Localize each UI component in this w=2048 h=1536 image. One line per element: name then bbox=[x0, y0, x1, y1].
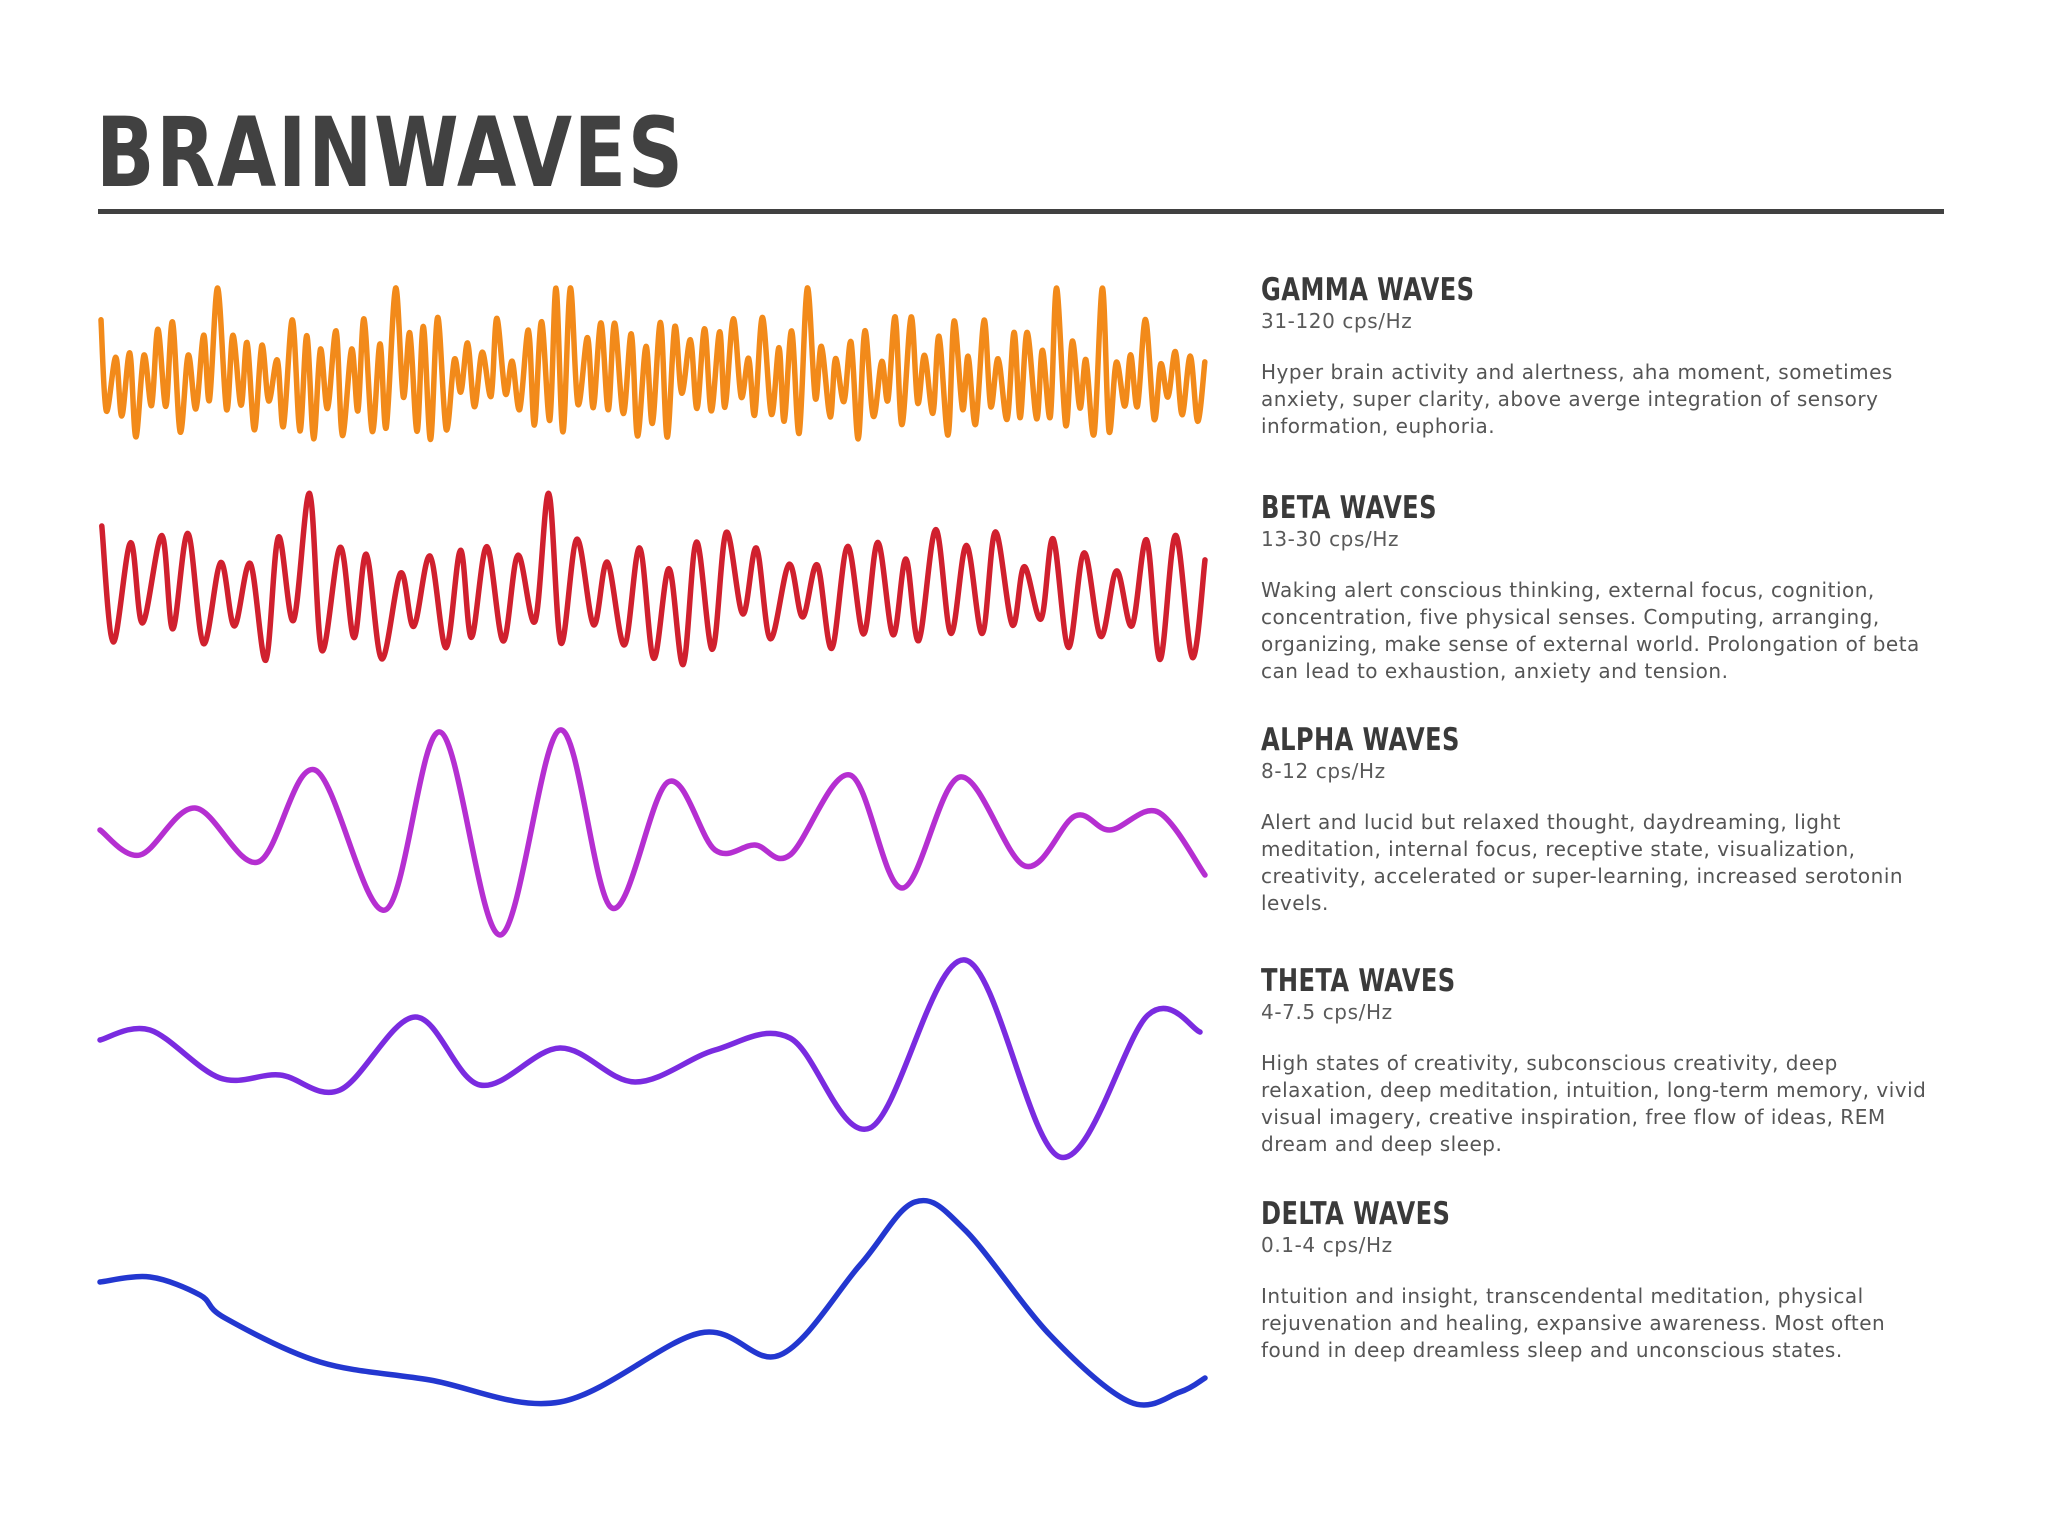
gamma-waves-heading: GAMMA WAVES bbox=[1261, 272, 1475, 308]
gamma-waves-info: GAMMA WAVES 31-120 cps/Hz Hyper brain ac… bbox=[1261, 272, 1951, 440]
title-divider bbox=[98, 209, 1944, 214]
beta-waves-description: Waking alert conscious thinking, externa… bbox=[1261, 578, 1920, 683]
theta-waves-info: THETA WAVES 4-7.5 cps/Hz High states of … bbox=[1261, 963, 1951, 1158]
delta-waves-frequency: 0.1-4 cps/Hz bbox=[1261, 1233, 1393, 1257]
beta-waves-info: BETA WAVES 13-30 cps/Hz Waking alert con… bbox=[1261, 490, 1951, 685]
gamma-waves-frequency: 31-120 cps/Hz bbox=[1261, 309, 1413, 333]
delta-waves-info: DELTA WAVES 0.1-4 cps/Hz Intuition and i… bbox=[1261, 1196, 1951, 1364]
gamma-waveform bbox=[98, 285, 1208, 443]
alpha-waves-frequency: 8-12 cps/Hz bbox=[1261, 759, 1386, 783]
delta-waves-description: Intuition and insight, transcendental me… bbox=[1261, 1284, 1886, 1362]
gamma-waves-description: Hyper brain activity and alertness, aha … bbox=[1261, 360, 1893, 438]
alpha-waves-heading: ALPHA WAVES bbox=[1261, 722, 1460, 758]
theta-waves-description: High states of creativity, subconscious … bbox=[1261, 1051, 1927, 1156]
delta-waves-heading: DELTA WAVES bbox=[1261, 1196, 1451, 1232]
theta-waves-frequency: 4-7.5 cps/Hz bbox=[1261, 1000, 1393, 1024]
beta-waves-heading: BETA WAVES bbox=[1261, 490, 1437, 526]
beta-waves-frequency: 13-30 cps/Hz bbox=[1261, 527, 1400, 551]
alpha-waves-description: Alert and lucid but relaxed thought, day… bbox=[1261, 810, 1904, 915]
theta-waveform bbox=[97, 957, 1203, 1160]
theta-waves-heading: THETA WAVES bbox=[1261, 963, 1456, 999]
alpha-waveform bbox=[97, 727, 1208, 938]
alpha-waves-info: ALPHA WAVES 8-12 cps/Hz Alert and lucid … bbox=[1261, 722, 1951, 917]
beta-waveform bbox=[99, 490, 1208, 668]
delta-waveform bbox=[97, 1197, 1208, 1408]
page-title: BRAINWAVES bbox=[96, 97, 685, 209]
